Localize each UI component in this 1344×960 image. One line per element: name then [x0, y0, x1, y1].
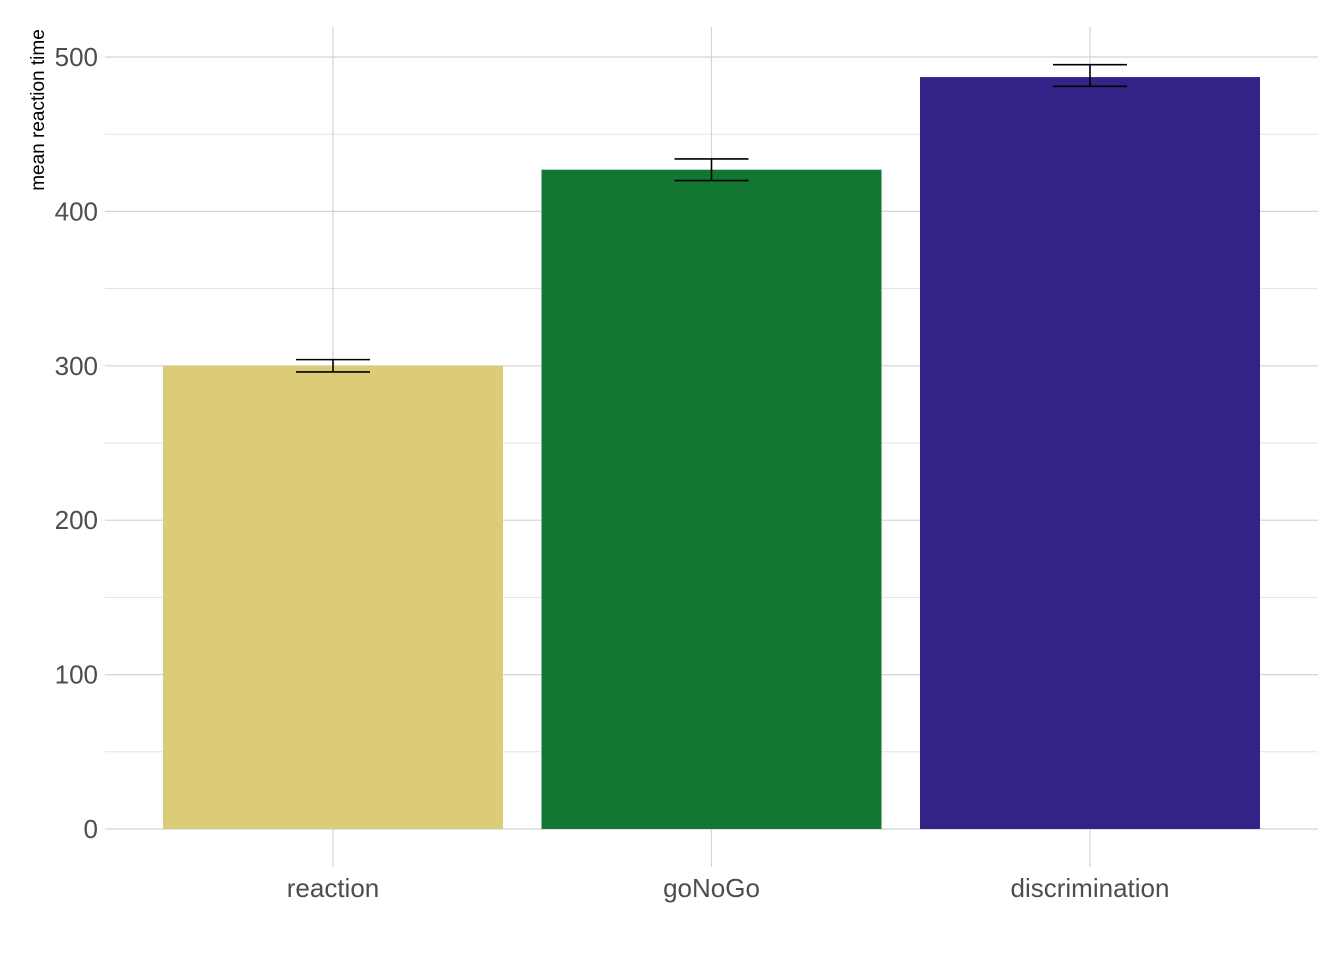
y-tick-label: 400 [55, 196, 98, 226]
error-bar-reaction [296, 358, 370, 373]
bar-reaction [163, 365, 503, 829]
y-tick-label: 500 [55, 42, 98, 72]
bar-discrimination [920, 77, 1260, 829]
error-bars [296, 63, 1127, 373]
x-axis: reaction goNoGo discrimination [287, 873, 1170, 903]
y-tick-label: 200 [55, 505, 98, 535]
y-axis: 0 100 200 300 400 500 [55, 42, 98, 844]
x-tick-label: reaction [287, 873, 380, 903]
y-axis-title: mean reaction time [28, 29, 49, 191]
error-bar-discrimination [1053, 63, 1127, 88]
y-tick-label: 300 [55, 351, 98, 381]
y-tick-label: 100 [55, 660, 98, 690]
y-tick-label: 0 [84, 814, 98, 844]
error-bar-goNoGo [674, 158, 749, 182]
x-tick-label: discrimination [1011, 873, 1170, 903]
x-tick-label: goNoGo [663, 873, 760, 903]
bars [163, 77, 1260, 829]
bar-goNoGo [541, 169, 882, 829]
